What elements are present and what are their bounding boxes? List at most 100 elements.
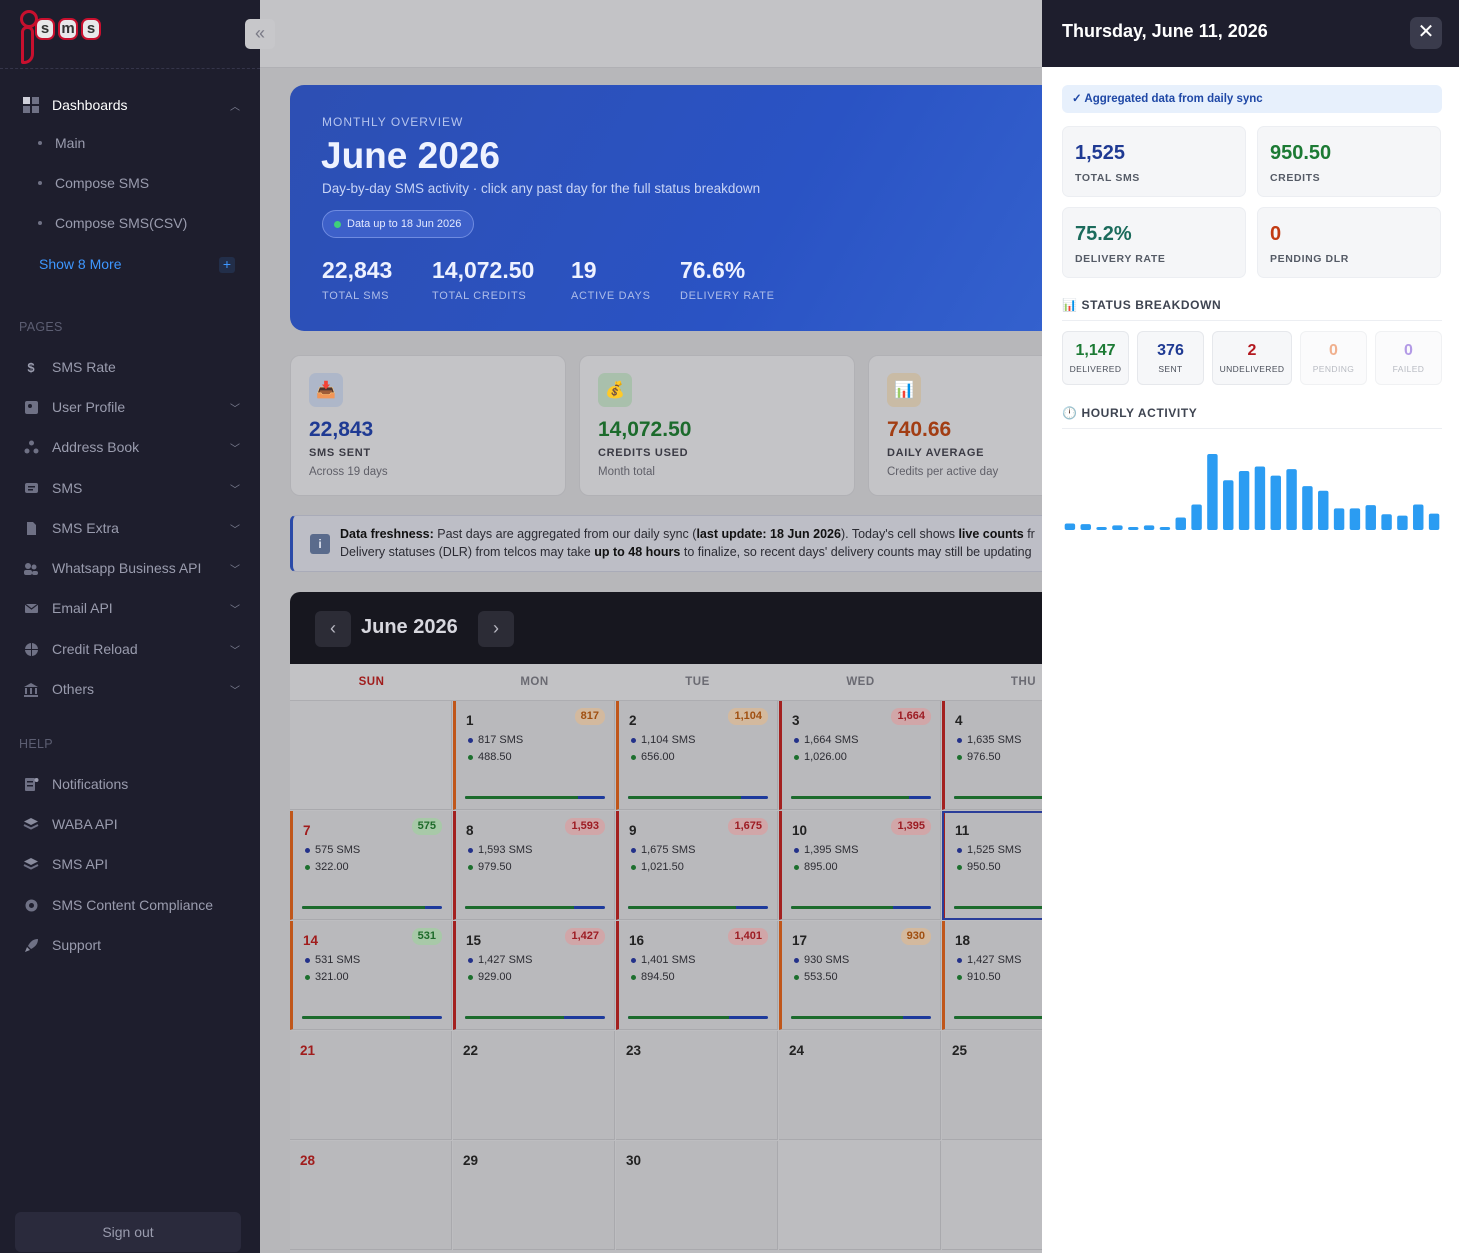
calendar-day[interactable]: 23	[616, 1031, 778, 1140]
document-icon	[22, 519, 40, 537]
calendar-day[interactable]: 11 1,525 SMS 950.50	[942, 811, 1042, 920]
close-icon[interactable]: ✕	[1410, 17, 1442, 49]
delivery-progress-bar	[465, 906, 605, 909]
credits-used-card: 💰 14,072.50 CREDITS USED Month total	[579, 355, 855, 496]
hourly-bar-0[interactable]	[1064, 523, 1076, 530]
hero-stat-total-sms: 22,843 TOTAL SMS	[322, 257, 393, 302]
hourly-bar-22[interactable]	[1413, 504, 1424, 530]
hourly-bar-6[interactable]	[1159, 527, 1171, 530]
hourly-bar-3[interactable]	[1112, 525, 1123, 530]
calendar-day[interactable]: 15 1,427 1,427 SMS 929.00	[453, 921, 615, 1030]
day-number: 23	[626, 1043, 642, 1058]
rocket-icon	[22, 936, 40, 954]
show-more-link[interactable]: Show 8 More	[39, 256, 122, 272]
sidebar-item-waba-api[interactable]: WABA API	[22, 811, 240, 837]
calendar-day[interactable]: 28	[290, 1141, 452, 1250]
calendar-day[interactable]: 18 1,427 SMS 910.50	[942, 921, 1042, 1030]
chevron-down-icon: ﹀	[230, 524, 240, 536]
calendar-day[interactable]: 24	[779, 1031, 941, 1140]
sidebar-item-whatsapp-business-api[interactable]: Whatsapp Business API ﹀	[22, 555, 240, 581]
sidebar-sub-item-compose-sms-csv[interactable]: Compose SMS(CSV)	[38, 215, 187, 231]
sidebar-item-credit-reload[interactable]: Credit Reload ﹀	[22, 636, 240, 662]
card-subtext: Across 19 days	[309, 466, 388, 478]
sidebar-item-sms-content-compliance[interactable]: SMS Content Compliance	[22, 892, 240, 918]
card-label: CREDITS USED	[598, 447, 689, 459]
hourly-bar-5[interactable]	[1143, 525, 1155, 530]
hourly-bar-16[interactable]	[1318, 490, 1329, 530]
delivered-fill	[628, 906, 736, 909]
sidebar-item-user-profile[interactable]: User Profile ﹀	[22, 394, 240, 420]
hourly-bar-19[interactable]	[1365, 505, 1376, 530]
day-number: 28	[300, 1153, 316, 1168]
calendar-day[interactable]: 7 575 575 SMS 322.00	[290, 811, 452, 920]
hourly-bar-23[interactable]	[1428, 513, 1440, 530]
hourly-bar-8[interactable]	[1191, 504, 1202, 530]
status-pending: 0 PENDING	[1300, 331, 1367, 385]
calendar-day[interactable]: 30	[616, 1141, 778, 1250]
hourly-bar-7[interactable]	[1175, 517, 1186, 530]
calendar-day[interactable]: 22	[453, 1031, 615, 1140]
sidebar-item-dashboards[interactable]: Dashboards ︿	[22, 92, 240, 118]
sms-sent-card: 📥 22,843 SMS SENT Across 19 days	[290, 355, 566, 496]
isms-logo[interactable]: s m s	[17, 8, 107, 64]
sidebar-item-sms-rate[interactable]: $ SMS Rate	[22, 354, 240, 380]
hourly-bar-21[interactable]	[1397, 515, 1408, 530]
calendar-day[interactable]: 3 1,664 1,664 SMS 1,026.00	[779, 701, 941, 810]
prev-month-button[interactable]: ‹	[315, 611, 351, 647]
calendar-day	[290, 701, 452, 810]
hourly-bar-18[interactable]	[1349, 508, 1361, 530]
hourly-bar-2[interactable]	[1096, 527, 1107, 530]
hourly-bar-17[interactable]	[1333, 508, 1345, 530]
calendar-day[interactable]: 16 1,401 1,401 SMS 894.50	[616, 921, 778, 1030]
chevron-down-icon: ﹀	[230, 645, 240, 657]
hourly-bar-11[interactable]	[1238, 471, 1250, 530]
calendar-day[interactable]: 10 1,395 1,395 SMS 895.00	[779, 811, 941, 920]
calendar-day[interactable]: 1 817 817 SMS 488.50	[453, 701, 615, 810]
calendar-title: June 2026	[361, 616, 458, 638]
hourly-bar-10[interactable]	[1223, 480, 1234, 530]
calendar-day[interactable]: 21	[290, 1031, 452, 1140]
chevron-down-icon: ﹀	[230, 685, 240, 697]
calendar-day[interactable]: 8 1,593 1,593 SMS 979.50	[453, 811, 615, 920]
double-chevron-left-icon[interactable]: «	[245, 19, 275, 49]
sidebar-item-sms[interactable]: SMS ﹀	[22, 475, 240, 501]
next-month-button[interactable]: ›	[478, 611, 514, 647]
hourly-bar-1[interactable]	[1080, 524, 1091, 530]
weekday-header: SUN MON TUE WED THU	[290, 664, 1042, 701]
sidebar-sub-item-main[interactable]: Main	[38, 135, 85, 151]
day-number: 9	[629, 823, 637, 838]
sidebar-item-sms-extra[interactable]: SMS Extra ﹀	[22, 515, 240, 541]
hourly-bar-9[interactable]	[1207, 454, 1218, 530]
sidebar-item-email-api[interactable]: Email API ﹀	[22, 595, 240, 621]
sidebar-item-address-book[interactable]: Address Book ﹀	[22, 434, 240, 460]
delivered-fill	[302, 906, 426, 909]
sidebar-item-others[interactable]: Others ﹀	[22, 676, 240, 702]
card-value: 22,843	[309, 418, 374, 441]
calendar-day[interactable]: 9 1,675 1,675 SMS 1,021.50	[616, 811, 778, 920]
section-label-pages: PAGES	[19, 320, 63, 334]
day-credits: 976.50	[957, 751, 1001, 763]
calendar-day[interactable]: 29	[453, 1141, 615, 1250]
plus-icon[interactable]: +	[219, 257, 235, 273]
calendar-day[interactable]: 14 531 531 SMS 321.00	[290, 921, 452, 1030]
hourly-bar-14[interactable]	[1286, 469, 1297, 530]
bar-chart-icon: 📊	[887, 373, 921, 407]
notice-line-2: Delivery statuses (DLR) from telcos may …	[340, 545, 1032, 559]
calendar-day[interactable]: 4 1,635 SMS 976.50	[942, 701, 1042, 810]
sidebar-item-support[interactable]: Support	[22, 932, 240, 958]
hourly-bar-4[interactable]	[1128, 527, 1139, 530]
calendar-day[interactable]: 17 930 930 SMS 553.50	[779, 921, 941, 1030]
day-sms-count: 817 SMS	[468, 734, 523, 746]
hourly-bar-12[interactable]	[1254, 466, 1266, 530]
hourly-bar-15[interactable]	[1302, 486, 1313, 530]
logo-letter: s	[81, 18, 101, 40]
hourly-bar-20[interactable]	[1381, 514, 1392, 530]
sidebar-item-notifications[interactable]: Notifications	[22, 771, 240, 797]
hourly-bar-13[interactable]	[1270, 475, 1281, 530]
sidebar-sub-item-compose-sms[interactable]: Compose SMS	[38, 175, 149, 191]
day-sms-count: 575 SMS	[305, 844, 360, 856]
calendar-day[interactable]: 25	[942, 1031, 1042, 1140]
sidebar-item-sms-api[interactable]: SMS API	[22, 851, 240, 877]
sign-out-button[interactable]: Sign out	[15, 1212, 241, 1252]
calendar-day[interactable]: 2 1,104 1,104 SMS 656.00	[616, 701, 778, 810]
